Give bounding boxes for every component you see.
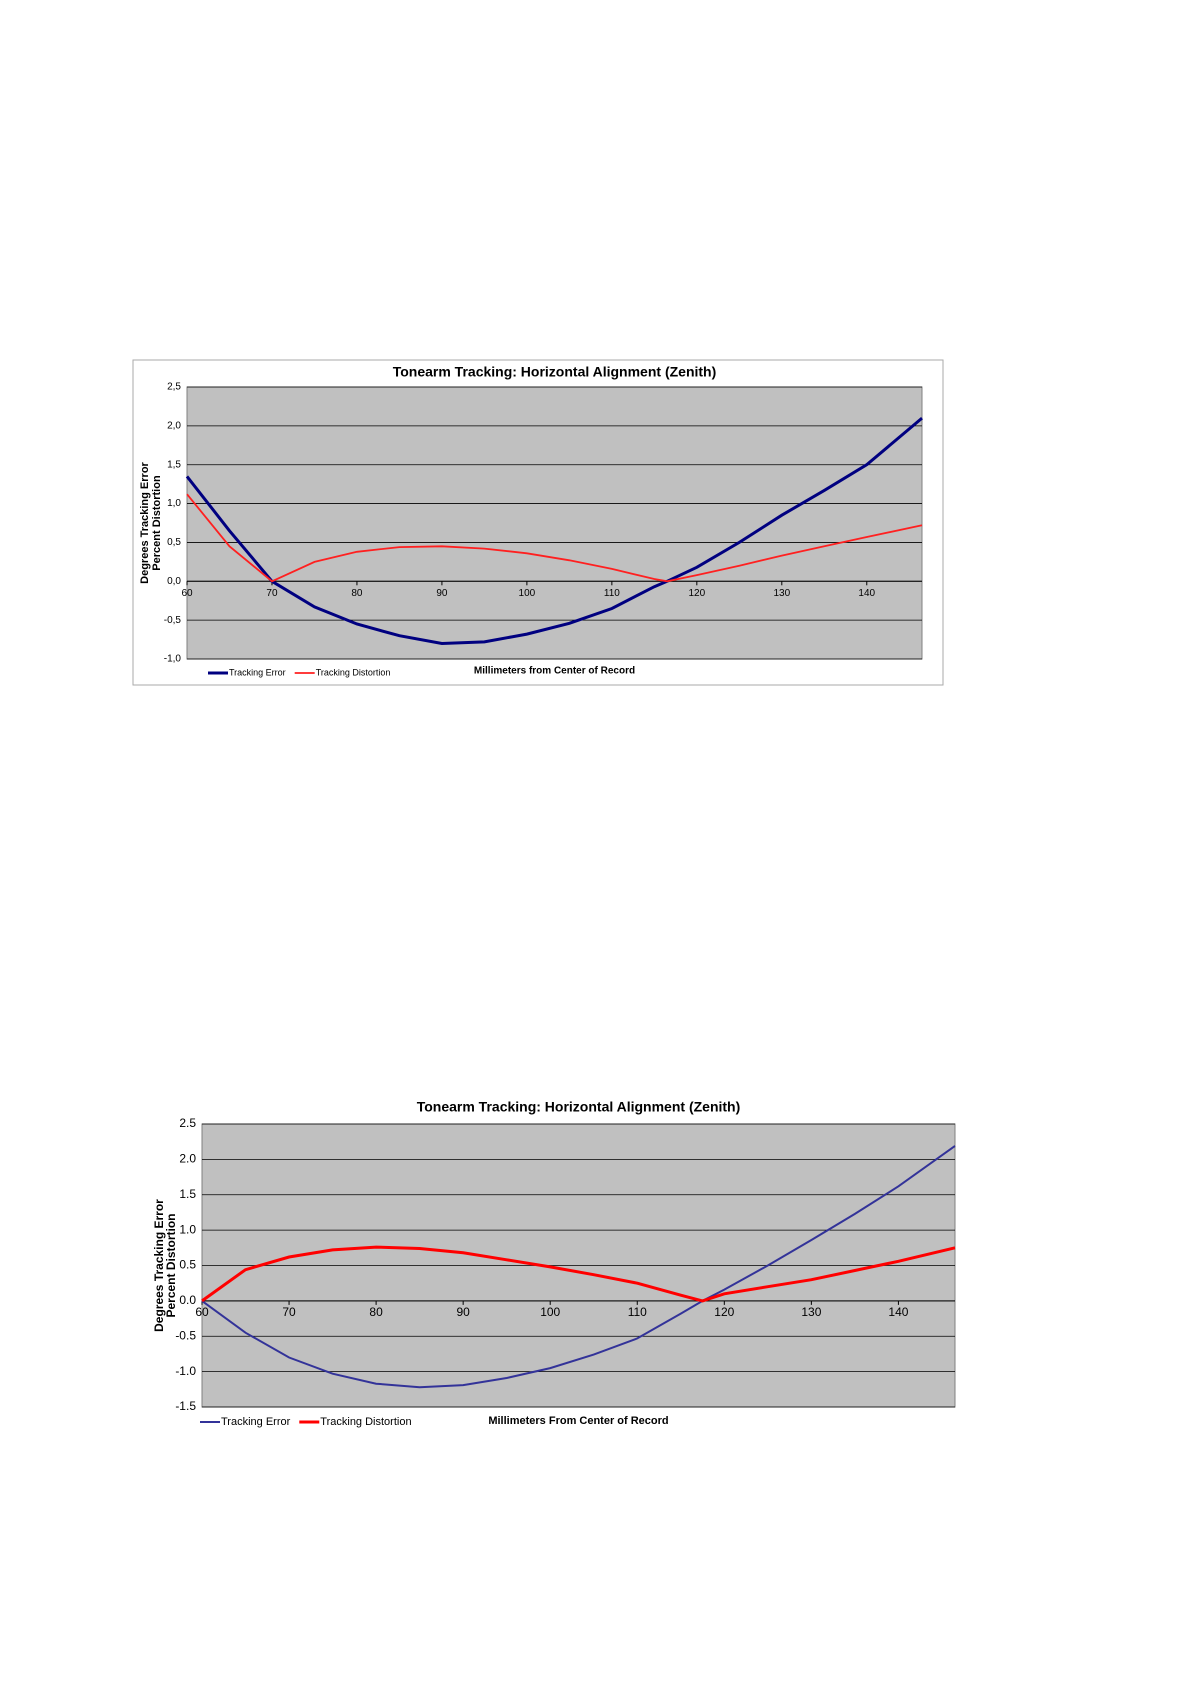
series-line: [201, 1245, 956, 1303]
x-axis-label: Millimeters from Center of Record: [474, 666, 635, 677]
y-tick-label: 2.5: [179, 1116, 196, 1130]
y-tick-label: 1.0: [179, 1222, 196, 1236]
x-tick-label: 70: [282, 1305, 296, 1319]
y-tick-label: 1,5: [167, 459, 181, 470]
y-tick-label: 0.0: [179, 1293, 196, 1307]
y-tick-label: -0.5: [175, 1328, 196, 1342]
y-tick-label: 0,5: [167, 537, 181, 548]
x-axis-label: Millimeters From Center of Record: [488, 1415, 668, 1427]
y-tick-label: 1.5: [179, 1187, 196, 1201]
x-tick-label: 100: [519, 588, 536, 599]
legend-label: Tracking Error: [229, 667, 286, 677]
y-tick-label: -0,5: [164, 615, 182, 626]
y-axis-label: Percent Distortion: [164, 1213, 178, 1317]
x-tick-label: 70: [266, 588, 278, 599]
series-line: [201, 1145, 956, 1389]
chart-title: Tonearm Tracking: Horizontal Alignment (…: [417, 1099, 741, 1115]
legend-label: Tracking Error: [221, 1416, 291, 1428]
legend-label: Tracking Distortion: [316, 667, 391, 677]
y-tick-label: -1.0: [175, 1364, 196, 1378]
x-tick-label: 130: [773, 588, 790, 599]
x-tick-label: 90: [436, 588, 448, 599]
x-tick-label: 80: [351, 588, 363, 599]
x-tick-label: 110: [628, 1305, 647, 1319]
y-axis-label: Degrees Tracking Error: [152, 1199, 166, 1332]
chart-title: Tonearm Tracking: Horizontal Alignment (…: [393, 364, 717, 380]
x-tick-label: 120: [714, 1305, 734, 1319]
y-tick-label: 1,0: [167, 498, 181, 509]
x-tick-label: 90: [456, 1305, 470, 1319]
y-axis-label: Degrees Tracking Error: [139, 461, 151, 583]
x-tick-label: 120: [688, 588, 705, 599]
legend-label: Tracking Distortion: [320, 1416, 411, 1428]
y-tick-label: 2,0: [167, 420, 181, 431]
y-tick-label: 2,5: [167, 382, 181, 393]
series-line: [186, 493, 923, 583]
x-tick-label: 140: [888, 1305, 908, 1319]
y-tick-label: -1.5: [175, 1399, 196, 1413]
y-tick-label: 2.0: [179, 1152, 196, 1166]
y-tick-label: 0,0: [167, 576, 181, 587]
series-line: [185, 416, 923, 646]
y-axis-label: Percent Distortion: [151, 475, 163, 571]
x-tick-label: 110: [604, 588, 620, 599]
y-tick-label: -1,0: [164, 654, 182, 665]
plot-area: [186, 386, 923, 660]
x-tick-label: 130: [801, 1305, 821, 1319]
x-tick-label: 80: [369, 1305, 383, 1319]
x-tick-label: 60: [181, 588, 193, 599]
x-tick-label: 60: [195, 1305, 209, 1319]
x-tick-label: 140: [858, 588, 875, 599]
x-tick-label: 100: [540, 1305, 560, 1319]
y-tick-label: 0.5: [179, 1258, 196, 1272]
